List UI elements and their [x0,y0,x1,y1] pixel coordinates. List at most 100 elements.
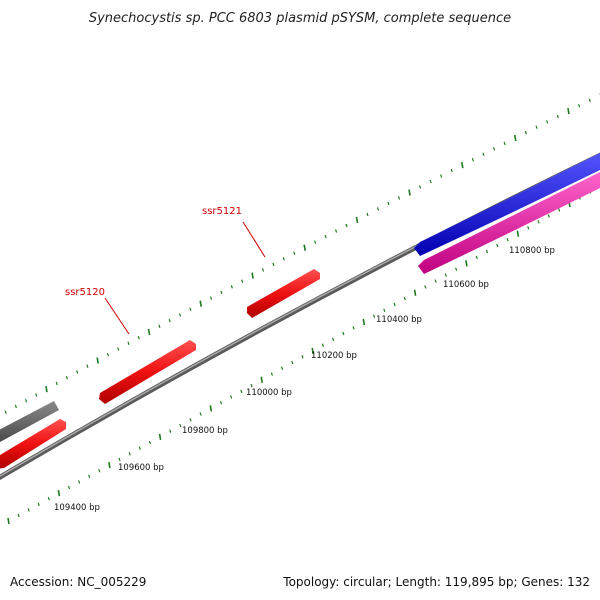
outer-minor-tick [546,120,549,124]
outer-minor-tick [366,212,369,217]
inner-major-tick [108,461,111,469]
gene-label-ssr5121: ssr5121 [202,206,242,217]
inner-minor-tick [148,440,152,445]
inner-minor-tick [88,474,91,479]
inner-minor-tick [485,249,489,254]
inner-minor-tick [27,508,30,512]
outer-minor-tick [55,381,58,386]
outer-minor-tick [76,370,79,374]
inner-major-tick [516,230,520,237]
outer-minor-tick [220,290,223,295]
outer-minor-tick [387,201,390,206]
inner-minor-tick [383,308,386,312]
inner-minor-tick [444,273,447,277]
outer-major-tick [567,107,570,115]
outer-minor-tick [314,240,317,244]
scale-label-109400: 109400 bp [54,503,100,513]
gene-pink-arc [418,172,600,274]
outer-minor-tick [482,152,485,156]
outer-minor-tick [24,398,28,403]
outer-major-tick [460,162,464,169]
outer-minor-tick [86,364,89,368]
outer-minor-tick [293,251,296,255]
inner-minor-tick [342,331,345,336]
outer-minor-tick [158,324,161,328]
inner-minor-tick [291,360,294,365]
inner-minor-tick [372,314,376,318]
scale-label-110800: 110800 bp [509,246,555,256]
outer-minor-tick [397,196,401,200]
inner-minor-tick [179,423,182,428]
gene-ssr5120 [99,340,196,404]
outer-major-tick [303,244,306,251]
inner-minor-tick [455,267,458,271]
gene-ssr5121 [247,269,320,318]
inner-minor-tick [138,446,141,450]
gene-label-ssr5120: ssr5120 [65,287,105,298]
inner-minor-tick [230,395,233,399]
inner-minor-tick [332,337,335,342]
outer-major-tick [513,134,517,142]
inner-minor-tick [37,502,40,506]
outer-minor-tick [418,185,422,189]
inner-major-tick [311,347,314,355]
outer-minor-tick [261,268,265,272]
scale-label-110000: 110000 bp [246,388,292,398]
inner-minor-tick [67,485,71,490]
outer-major-tick [147,328,151,336]
outer-minor-tick [429,179,432,184]
accession-text: Accession: NC_005229 [10,575,146,589]
topology-summary: Topology: circular; Length: 119,895 bp; … [282,575,590,589]
outer-minor-tick [556,114,559,119]
outer-minor-tick [345,223,348,228]
inner-minor-tick [475,255,478,260]
outer-minor-tick [35,393,38,397]
inner-minor-tick [118,457,121,462]
ssr5121-leader-line [242,221,266,258]
inner-minor-tick [199,412,202,416]
inner-minor-tick [17,513,20,518]
map-title: Synechocystis sp. PCC 6803 plasmid pSYSM… [89,11,511,26]
inner-minor-tick [403,296,406,301]
inner-minor-tick [78,480,81,484]
inner-minor-tick [527,226,530,230]
outer-major-tick [355,216,359,224]
scale-label-109600: 109600 bp [118,463,164,473]
outer-minor-tick [106,353,110,357]
inner-minor-tick [189,418,192,422]
inner-minor-tick [47,497,50,501]
outer-minor-tick [524,130,527,135]
scale-label-109800: 109800 bp [182,426,228,436]
outer-minor-tick [14,404,17,409]
scale-label-110400: 110400 bp [376,315,422,325]
inner-minor-tick [240,389,243,393]
inner-minor-tick [169,429,172,433]
inner-minor-tick [219,401,223,405]
scale-label-110200: 110200 bp [311,351,357,361]
outer-major-tick [96,357,99,364]
inner-minor-tick [496,243,499,248]
inner-minor-tick [352,326,355,330]
outer-minor-tick [376,207,380,211]
inner-major-tick [7,517,10,525]
outer-minor-tick [127,341,130,346]
outer-minor-tick [492,147,496,151]
outer-minor-tick [117,347,120,351]
inner-minor-tick [547,214,550,218]
inner-minor-tick [250,383,253,388]
outer-major-tick [199,300,203,307]
inner-minor-tick [270,372,273,376]
outer-minor-tick [189,307,192,312]
gene-block-red-left [0,419,66,469]
inner-tick-row [7,184,600,525]
inner-major-tick [158,433,162,440]
inner-minor-tick [424,285,427,289]
inner-minor-tick [128,452,131,456]
inner-major-tick [413,289,417,296]
inner-major-tick [209,405,213,412]
outer-minor-tick [241,279,244,283]
outer-major-tick [251,272,254,279]
outer-minor-tick [137,335,140,340]
